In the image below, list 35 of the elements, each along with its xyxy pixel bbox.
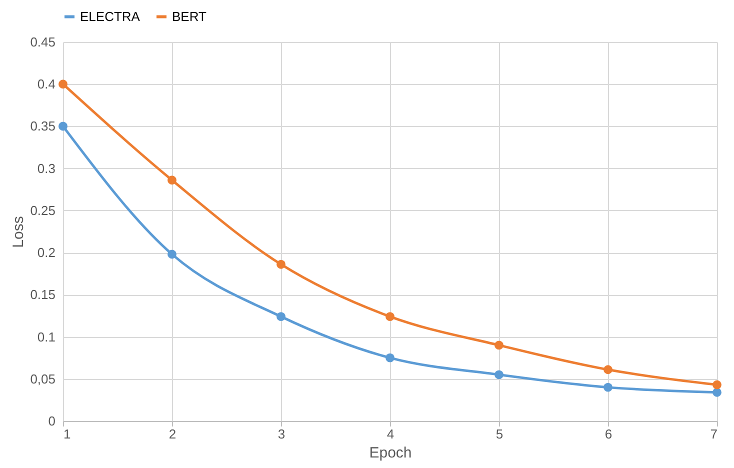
point (276, 312, 286, 322)
y-tick-label: 0.25 (30, 202, 56, 218)
legend-label: BERT (172, 8, 206, 24)
y-tick-label: 0 (48, 414, 56, 428)
x-tick-label: 6 (604, 426, 612, 442)
y-tick-label: 0.4 (37, 76, 56, 92)
y-tick-label: 0.3 (37, 160, 56, 176)
x-tick-label: 7 (710, 426, 718, 442)
y-tick-label: 0.15 (30, 287, 56, 302)
point (386, 353, 394, 362)
point (494, 370, 504, 380)
x-axis-title: Epoch (369, 444, 412, 462)
point (168, 250, 176, 259)
y-tick-label: 0.35 (30, 118, 56, 134)
legend-label: ELECTRA (80, 8, 140, 24)
y-axis-title: Loss (10, 216, 28, 248)
point (58, 122, 68, 131)
y-tick-label: 0.45 (30, 34, 56, 50)
point (168, 176, 176, 185)
y-tick-label: 0,05 (30, 371, 56, 386)
point (604, 365, 612, 374)
x-tick-label: 1 (64, 426, 71, 442)
x-tick-label: 2 (168, 426, 176, 442)
x-tick-label: 4 (386, 426, 394, 442)
x-tick-label: 3 (278, 426, 286, 442)
point (386, 312, 394, 322)
point (604, 382, 612, 392)
point (712, 388, 722, 397)
point (494, 340, 504, 350)
point (58, 80, 68, 89)
x-tick-label: 5 (496, 426, 504, 442)
point (276, 260, 286, 269)
y-tick-label: 0.1 (37, 329, 56, 344)
point (712, 380, 722, 390)
y-tick-label: 0.2 (37, 245, 56, 260)
